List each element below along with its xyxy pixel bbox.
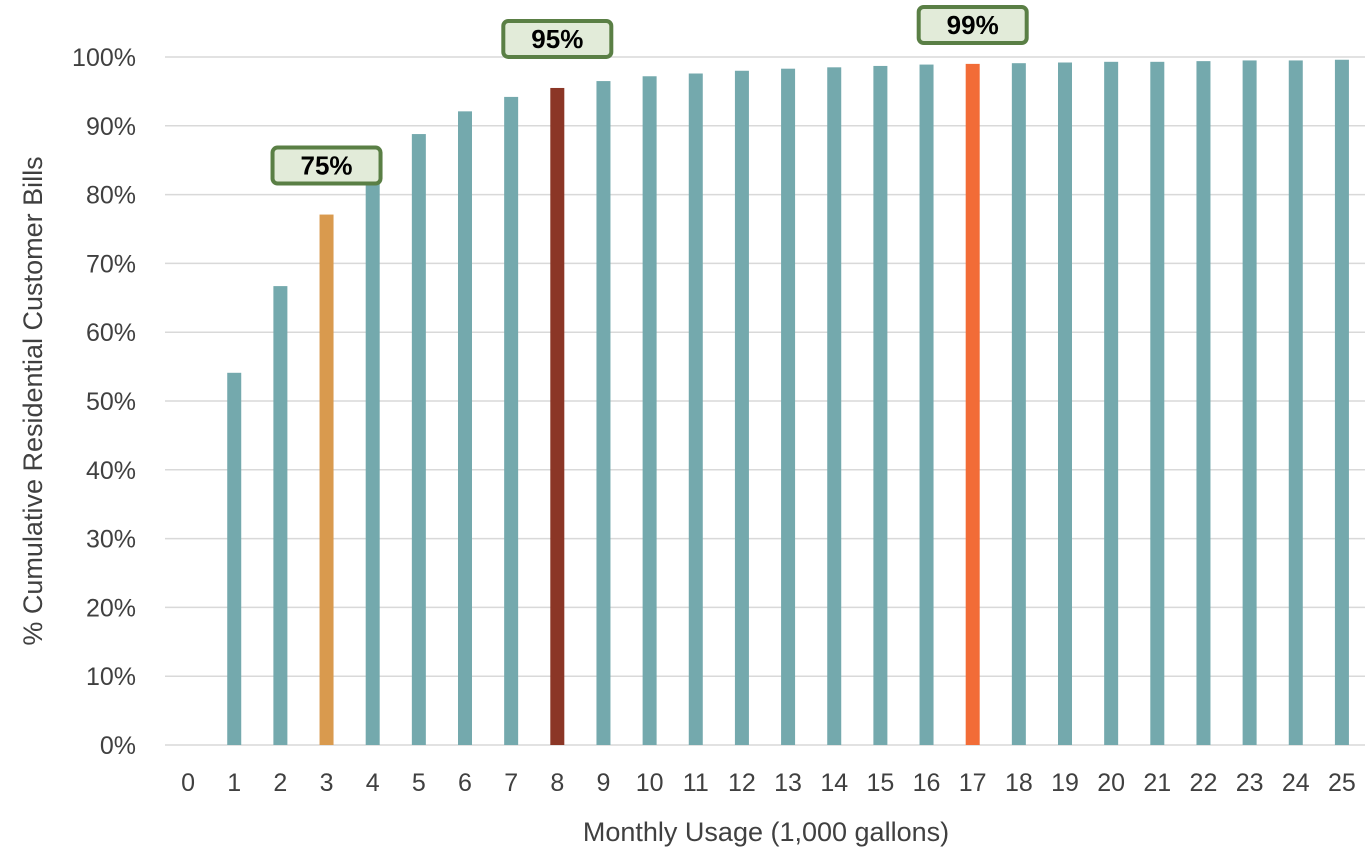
bar-17: [965, 63, 980, 745]
bar-8: [550, 87, 565, 745]
y-tick-label: 80%: [86, 182, 136, 210]
y-tick-label: 20%: [86, 594, 136, 622]
y-tick-label: 90%: [86, 113, 136, 141]
callout-label: 75%: [301, 151, 353, 181]
callout-label: 95%: [531, 24, 583, 54]
x-tick-label: 8: [550, 769, 564, 797]
bar-14: [827, 67, 842, 745]
x-axis-title: Monthly Usage (1,000 gallons): [583, 817, 949, 847]
x-tick-label: 11: [683, 769, 709, 797]
bar-10: [642, 76, 657, 746]
y-tick-label: 30%: [86, 526, 136, 554]
y-tick-label: 0%: [100, 732, 136, 760]
y-tick-label: 40%: [86, 457, 136, 485]
callout-17: 99%: [916, 5, 1029, 45]
callout-8: 95%: [501, 18, 614, 59]
x-tick-labels: 0 1 2 3 4 5 6 7 8 9 10 11 12 13 14 15 16 17 18 19 20 21 22 23 24…: [181, 769, 1356, 797]
bar-18: [1011, 63, 1026, 745]
x-tick-label: 21: [1143, 769, 1171, 797]
y-tick-label: 100%: [72, 44, 136, 72]
bar-7: [504, 96, 519, 746]
x-tick-label: 9: [597, 769, 611, 797]
bar-5: [411, 134, 426, 745]
x-tick-label: 20: [1097, 769, 1125, 797]
x-tick-label: 3: [320, 769, 334, 797]
bar-22: [1196, 61, 1211, 746]
bar-13: [781, 68, 796, 746]
bar-4: [365, 168, 380, 745]
bar-25: [1334, 59, 1349, 745]
bar-23: [1242, 60, 1257, 745]
bar-21: [1150, 61, 1165, 746]
y-tick-label: 50%: [86, 388, 136, 416]
y-tick-labels: 0% 10% 20% 30% 40% 50% 60% 70% 80% 90% 100%: [72, 44, 136, 760]
x-tick-label: 12: [728, 769, 756, 797]
bar-3: [319, 214, 334, 745]
x-tick-label: 7: [504, 769, 518, 797]
x-tick-label: 6: [458, 769, 472, 797]
x-tick-label: 22: [1190, 769, 1218, 797]
bars: [227, 59, 1349, 746]
bar-11: [688, 73, 703, 745]
callout-box: [270, 145, 383, 186]
bar-20: [1104, 61, 1119, 746]
x-tick-label: 17: [959, 769, 987, 797]
x-tick-label: 10: [636, 769, 664, 797]
y-tick-label: 10%: [86, 663, 136, 691]
x-tick-label: 16: [913, 769, 941, 797]
x-tick-label: 1: [227, 769, 241, 797]
bar-24: [1288, 60, 1303, 745]
gridlines: [165, 56, 1365, 746]
x-tick-label: 23: [1236, 769, 1264, 797]
callout-box: [916, 5, 1029, 45]
x-tick-label: 25: [1328, 769, 1356, 797]
bar-2: [273, 286, 288, 745]
x-tick-label: 18: [1005, 769, 1033, 797]
bar-9: [596, 81, 611, 745]
bar-6: [458, 111, 472, 746]
callout-box: [501, 18, 614, 59]
y-tick-label: 60%: [86, 319, 136, 347]
x-tick-label: 24: [1282, 769, 1310, 797]
x-tick-label: 2: [273, 769, 287, 797]
bar-15: [873, 65, 888, 746]
callouts: 75% 95% 99%: [270, 5, 1029, 186]
y-axis-title: % Cumulative Residential Customer Bills: [18, 156, 48, 645]
x-tick-label: 0: [181, 769, 195, 797]
callout-3: 75%: [270, 145, 383, 186]
x-tick-label: 5: [412, 769, 426, 797]
x-tick-label: 15: [866, 769, 894, 797]
x-tick-label: 14: [820, 769, 848, 797]
bar-1: [227, 372, 242, 745]
bar-16: [919, 64, 934, 746]
bar-12: [734, 70, 749, 745]
x-tick-label: 4: [366, 769, 380, 797]
callout-label: 99%: [947, 10, 999, 40]
x-tick-label: 13: [774, 769, 802, 797]
y-tick-label: 70%: [86, 250, 136, 278]
x-tick-label: 19: [1051, 769, 1079, 797]
bar-19: [1058, 62, 1072, 745]
